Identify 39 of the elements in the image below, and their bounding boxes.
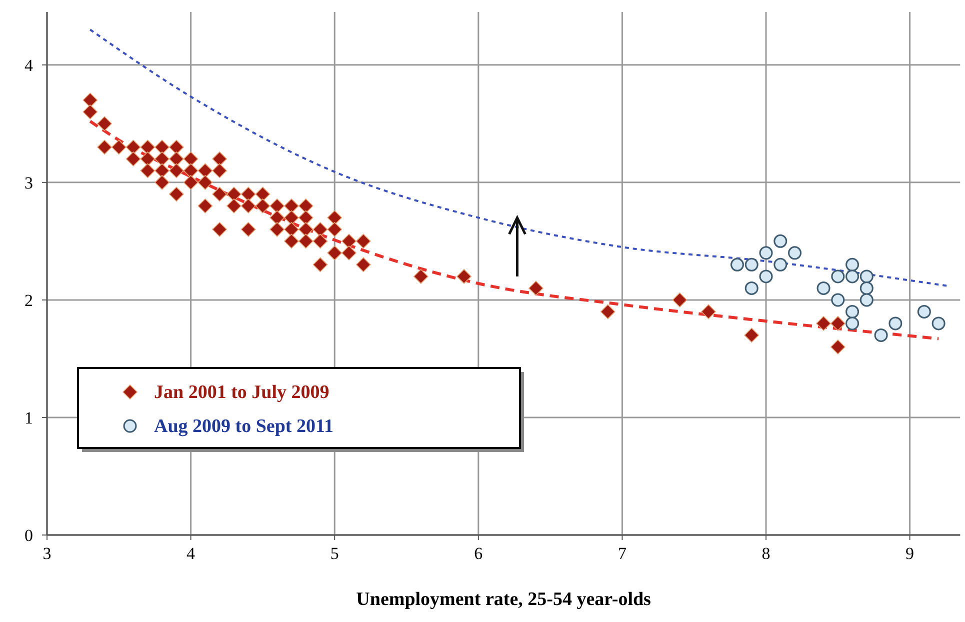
legend-label: Jan 2001 to July 2009 (154, 382, 330, 403)
y-tick-label: 3 (24, 173, 33, 192)
point (730, 258, 744, 272)
y-tick-label: 2 (24, 290, 33, 310)
line-series (89, 28, 948, 287)
x-tick-label: 8 (762, 544, 770, 563)
point (860, 293, 874, 307)
point (831, 270, 845, 284)
y-tick-label: 0 (24, 526, 33, 545)
y-tick-label: 1 (24, 408, 33, 428)
y-tick-label: 4 (24, 56, 34, 75)
x-tick-label: 5 (330, 544, 339, 563)
point (744, 281, 758, 295)
point (846, 316, 860, 330)
point (846, 258, 860, 272)
point (932, 316, 946, 330)
x-tick-label: 9 (906, 544, 914, 563)
point (860, 270, 874, 284)
point (874, 328, 888, 342)
point (759, 246, 773, 260)
legend-label: Aug 2009 to Sept 2011 (154, 416, 334, 437)
x-tick-label: 7 (618, 544, 627, 563)
point (774, 234, 788, 248)
x-axis-title: Unemployment rate, 25-54 year-olds (356, 589, 651, 610)
x-tick-label: 6 (474, 544, 483, 563)
point (846, 270, 860, 284)
x-tick-label: 4 (186, 544, 196, 563)
point (774, 258, 788, 272)
point (816, 281, 830, 295)
point (759, 270, 773, 284)
point (788, 246, 802, 260)
point (888, 316, 902, 330)
point (860, 281, 874, 295)
point (917, 304, 931, 318)
x-tick-label: 3 (42, 544, 52, 563)
point (744, 258, 758, 272)
line-series (88, 120, 940, 340)
point (831, 293, 845, 307)
point (846, 304, 860, 318)
